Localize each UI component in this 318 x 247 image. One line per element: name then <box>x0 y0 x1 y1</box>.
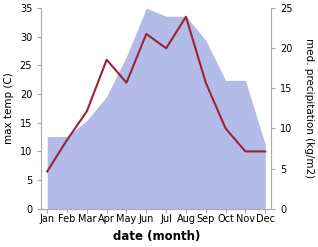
Y-axis label: max temp (C): max temp (C) <box>4 73 14 144</box>
X-axis label: date (month): date (month) <box>113 230 200 243</box>
Y-axis label: med. precipitation (kg/m2): med. precipitation (kg/m2) <box>304 38 314 179</box>
